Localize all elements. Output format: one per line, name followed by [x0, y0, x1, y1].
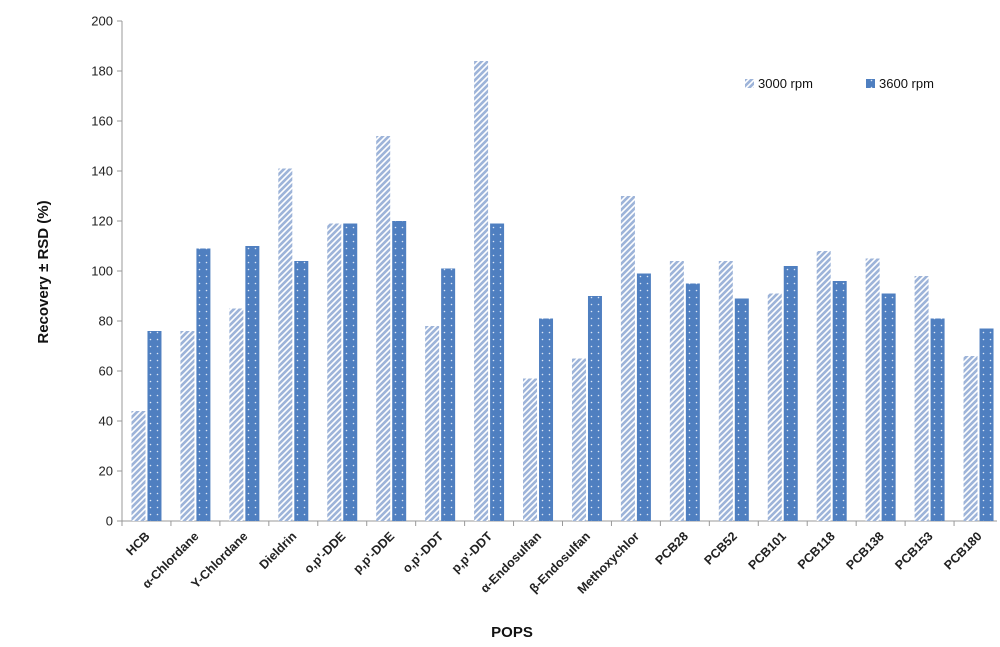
- bar-3600rpm-15: [881, 293, 896, 521]
- y-tick-label: 120: [91, 214, 113, 229]
- x-category-label: Dieldrin: [257, 529, 300, 572]
- bar-3000rpm-13: [767, 293, 782, 521]
- bar-3600rpm-5: [392, 221, 407, 521]
- bar-3000rpm-9: [571, 358, 586, 521]
- legend-swatch-3000rpm: [745, 79, 754, 88]
- bar-3600rpm-0: [147, 331, 162, 521]
- y-tick-label: 80: [99, 314, 113, 329]
- y-tick-label: 40: [99, 414, 113, 429]
- legend-swatch-3600rpm: [866, 79, 875, 88]
- x-category-label: o,p'-DDT: [400, 529, 447, 576]
- bar-3000rpm-6: [425, 326, 440, 521]
- x-category-label: p,p'-DDT: [449, 529, 496, 576]
- x-axis-title: POPS: [491, 624, 533, 641]
- bar-3600rpm-11: [685, 283, 700, 521]
- bar-3000rpm-1: [180, 331, 195, 521]
- bar-3600rpm-6: [441, 268, 456, 521]
- bar-3000rpm-12: [718, 261, 733, 521]
- bar-3600rpm-10: [636, 273, 651, 521]
- x-axis: [121, 520, 997, 526]
- y-tick-label: 140: [91, 164, 113, 179]
- y-tick-label: 20: [99, 464, 113, 479]
- legend-label-3000rpm: 3000 rpm: [758, 76, 813, 91]
- bar-3000rpm-10: [620, 196, 635, 521]
- bar-3600rpm-12: [734, 298, 749, 521]
- x-category-label: p,p'-DDE: [350, 529, 397, 576]
- y-tick-label: 0: [106, 514, 113, 529]
- bar-3600rpm-7: [490, 223, 505, 521]
- y-tick-label: 60: [99, 364, 113, 379]
- legend: 3000 rpm 3600 rpm: [745, 76, 934, 91]
- bar-3000rpm-11: [669, 261, 684, 521]
- y-tick-label: 180: [91, 64, 113, 79]
- bar-3600rpm-8: [539, 318, 554, 521]
- x-category-label: PCB138: [843, 529, 886, 572]
- legend-label-3600rpm: 3600 rpm: [879, 76, 934, 91]
- bar-3600rpm-9: [587, 296, 602, 521]
- bar-3000rpm-0: [131, 411, 146, 521]
- x-category-label: PCB180: [941, 529, 984, 572]
- x-category-label: PCB52: [702, 529, 740, 567]
- bar-3600rpm-13: [783, 266, 798, 521]
- bar-3000rpm-4: [327, 223, 342, 521]
- bar-3600rpm-17: [979, 328, 994, 521]
- x-category-label: PCB118: [795, 529, 838, 572]
- bar-3000rpm-7: [474, 61, 489, 521]
- bar-3600rpm-3: [294, 261, 309, 521]
- bar-3000rpm-8: [523, 378, 538, 521]
- y-tick-label: 200: [91, 14, 113, 29]
- bar-3000rpm-17: [963, 356, 978, 521]
- bar-3000rpm-3: [278, 168, 293, 521]
- x-category-label: HCB: [124, 529, 153, 558]
- bar-3600rpm-1: [196, 248, 211, 521]
- y-axis-title: Recovery ± RSD (%): [35, 200, 52, 343]
- bar-3600rpm-16: [930, 318, 945, 521]
- bar-3600rpm-2: [245, 246, 260, 521]
- bar-3600rpm-4: [343, 223, 358, 521]
- bar-3000rpm-2: [229, 308, 244, 521]
- x-category-label: PCB153: [892, 529, 935, 572]
- bar-3600rpm-14: [832, 281, 847, 521]
- x-category-label: o,p'-DDE: [302, 529, 349, 576]
- y-axis: 0 20 40 60 80 100 120 140 160 180 200: [91, 14, 123, 529]
- bar-3000rpm-5: [376, 136, 391, 521]
- y-tick-label: 100: [91, 264, 113, 279]
- bar-3000rpm-16: [914, 276, 929, 521]
- y-tick-label: 160: [91, 114, 113, 129]
- x-category-label: PCB28: [653, 529, 691, 567]
- bar-3000rpm-14: [816, 251, 831, 521]
- bar-3000rpm-15: [865, 258, 880, 521]
- bars-group: [131, 61, 994, 521]
- x-category-label: PCB101: [746, 529, 789, 572]
